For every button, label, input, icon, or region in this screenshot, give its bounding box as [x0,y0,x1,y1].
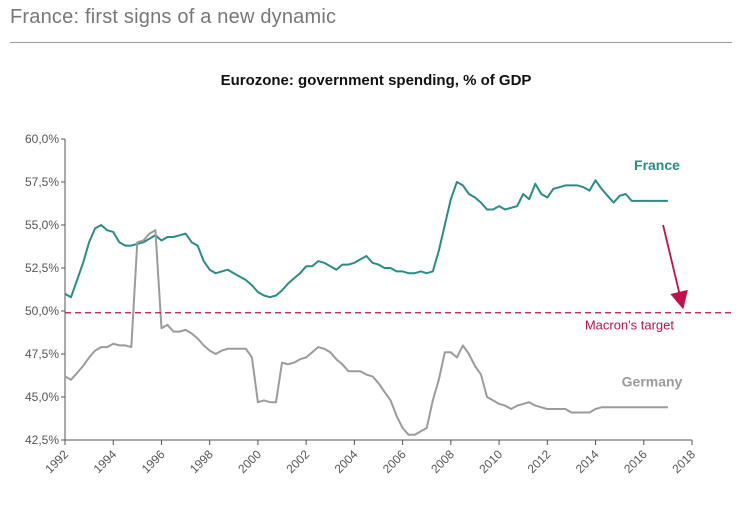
y-tick-label: 55,0% [25,218,59,232]
x-tick-label: 2006 [380,447,409,476]
series-label-france: France [634,157,680,173]
y-tick-label: 45,0% [25,390,59,404]
y-tick-label: 42,5% [25,433,59,447]
target-arrow [662,224,688,310]
title-divider [10,42,732,43]
y-tick-label: 47,5% [25,347,59,361]
x-tick-label: 2002 [283,447,312,476]
x-tick-label: 1992 [42,447,71,476]
annotations: Macron's target France Germany [65,157,734,390]
chart-title: Eurozone: government spending, % of GDP [220,72,532,89]
target-label: Macron's target [585,318,675,333]
series-label-germany: Germany [622,374,683,390]
x-tick-label: 2018 [669,447,698,476]
x-tick-labels: 1992 1994 1996 1998 2000 2002 2004 2006 2008 2010… [42,440,698,476]
series-line-germany [64,229,668,436]
series-lines [64,179,668,436]
y-tick-label: 60,0% [25,132,59,146]
x-tick-label: 1996 [139,447,168,476]
x-tick-label: 2010 [476,447,505,476]
x-tick-label: 2004 [332,447,361,476]
axes [64,139,692,441]
page-title: France: first signs of a new dynamic [10,6,337,28]
x-tick-label: 1998 [187,447,216,476]
y-tick-labels: 60,0% 57,5% 55,0% 52,5% 50,0% 47,5% 45,0% 42,5% [25,132,65,447]
x-tick-label: 2016 [621,447,650,476]
x-tick-label: 2012 [525,447,554,476]
y-tick-label: 50,0% [25,304,59,318]
x-tick-label: 1994 [91,447,120,476]
series-line-france [64,179,668,299]
x-tick-label: 2000 [235,447,264,476]
x-tick-label: 2014 [573,447,602,476]
y-tick-label: 57,5% [25,175,59,189]
x-tick-label: 2008 [428,447,457,476]
y-tick-label: 52,5% [25,261,59,275]
